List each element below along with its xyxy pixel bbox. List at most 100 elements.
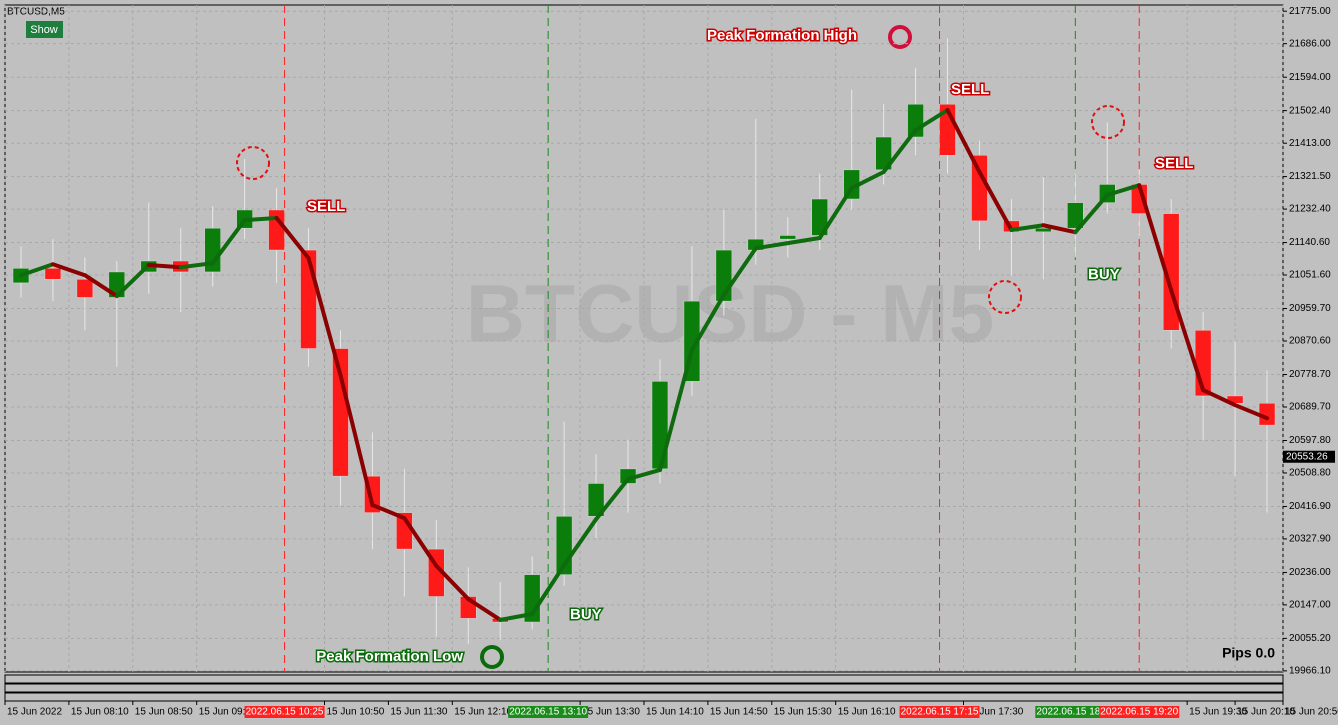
time-tag-label: 2022.06.15 13:10 xyxy=(509,707,587,718)
candle-body xyxy=(44,268,62,280)
ma-segment xyxy=(1073,192,1110,235)
ma-segment xyxy=(242,215,279,223)
ma-segment xyxy=(146,263,183,270)
pane xyxy=(4,674,1284,684)
y-tick-label: 20778.70 xyxy=(1289,369,1331,380)
ma-segment xyxy=(1137,183,1174,293)
x-tick-label: 15 Jun 12:10 xyxy=(454,707,512,718)
signal-annotation: BUY xyxy=(1088,266,1120,283)
candle-body xyxy=(1067,202,1084,229)
ma-segment xyxy=(562,517,599,568)
ma-segment xyxy=(274,215,311,261)
show-button-label[interactable]: Show xyxy=(30,24,58,36)
x-tick-label: 15 Jun 17:30 xyxy=(966,707,1024,718)
candle-body xyxy=(779,235,797,240)
ma-segment xyxy=(434,563,471,602)
ma-segment xyxy=(881,128,918,175)
y-tick-label: 21775.00 xyxy=(1289,6,1331,17)
time-tag xyxy=(1035,706,1116,718)
x-tick-label: 15 Jun 20:10 xyxy=(1237,707,1295,718)
x-tick-label: 15 Jun 09:30 xyxy=(199,707,257,718)
candle-body xyxy=(268,209,285,251)
ma-segment xyxy=(18,262,55,278)
x-tick-label: 15 Jun 11:30 xyxy=(390,707,448,718)
ma-segment xyxy=(1201,388,1238,408)
time-tag xyxy=(1099,706,1180,718)
ma-segment xyxy=(721,246,758,297)
ma-segment xyxy=(1169,288,1206,393)
y-tick-label: 20597.80 xyxy=(1289,435,1331,446)
signal-annotation: Peak Formation Low xyxy=(316,648,463,665)
peak-circles xyxy=(236,25,1125,669)
x-tick-label: 15 Jun 14:10 xyxy=(646,707,704,718)
ma-segment xyxy=(306,256,343,378)
indicator-panes xyxy=(4,674,1284,702)
y-tick-label: 21686.00 xyxy=(1289,38,1331,49)
signal-annotation: BUY xyxy=(570,606,602,623)
x-tick-label: 15 Jun 08:50 xyxy=(135,707,193,718)
price-tag xyxy=(1283,450,1335,463)
x-tick-label: 15 Jun 10:50 xyxy=(327,707,385,718)
plot xyxy=(4,5,1284,672)
ma-segment xyxy=(50,262,87,278)
ma-segment xyxy=(210,218,247,266)
ma-segment xyxy=(1233,403,1270,421)
y-tick-label: 21413.00 xyxy=(1289,138,1331,149)
plot-area xyxy=(4,4,1284,673)
x-tick-label: 15 Jun 20:50 xyxy=(1285,707,1338,718)
peak-circle xyxy=(1091,105,1125,139)
x-tick-label: 15 Jun 2022 xyxy=(7,707,62,718)
time-tag-label: 2022.06.15 17:15 xyxy=(901,707,979,718)
ma-segment xyxy=(402,516,439,568)
y-tick-label: 21232.40 xyxy=(1289,204,1331,215)
time-tag-label: 2022.06.15 19:20 xyxy=(1100,707,1178,718)
y-tick-label: 21140.60 xyxy=(1289,237,1330,248)
x-tick-label: 15 Jun 13:30 xyxy=(582,707,640,718)
ma-segment xyxy=(178,261,215,270)
ma-segment xyxy=(594,477,631,522)
ma-segment xyxy=(945,108,982,175)
y-tick-label: 20236.00 xyxy=(1289,567,1331,578)
ma-segment xyxy=(849,170,886,191)
peak-circle xyxy=(988,280,1022,314)
pane xyxy=(4,683,1284,693)
y-tick-label: 20147.00 xyxy=(1289,600,1331,611)
ma-segment xyxy=(977,170,1014,233)
y-tick-label: 20508.80 xyxy=(1289,468,1331,479)
ma-segment xyxy=(466,597,503,622)
y-tick-label: 20416.90 xyxy=(1289,501,1331,512)
x-tick-label: 15 Jun 08:10 xyxy=(71,707,129,718)
peak-icon xyxy=(480,645,504,669)
y-tick-label: 20055.20 xyxy=(1289,633,1331,644)
x-tick-label: 15 Jun 14:50 xyxy=(710,707,768,718)
symbol-label: BTCUSD,M5 xyxy=(7,7,65,18)
candle-body xyxy=(1035,227,1052,233)
show-button[interactable] xyxy=(26,21,63,38)
ma-segment xyxy=(530,563,567,617)
ma-segment xyxy=(753,241,790,251)
signal-annotation: SELL xyxy=(1155,155,1193,172)
y-tick-label: 19966.10 xyxy=(1289,666,1331,677)
candle-body xyxy=(76,278,94,298)
time-tag-label: 2022.06.15 18:40 xyxy=(1036,707,1114,718)
pips-label: Pips 0.0 xyxy=(1222,645,1275,661)
peak-circle xyxy=(236,146,270,180)
ma-segment xyxy=(498,612,535,622)
x-tick-label: 15 Jun 15:30 xyxy=(774,707,832,718)
signal-annotation: SELL xyxy=(951,81,989,98)
time-tag xyxy=(244,706,325,718)
y-tick-label: 21321.50 xyxy=(1289,171,1331,182)
y-tick-label: 21594.00 xyxy=(1289,72,1331,83)
ma-segment xyxy=(370,502,407,521)
x-tick-label: 15 Jun 19:30 xyxy=(1189,707,1247,718)
ma-segment xyxy=(657,347,694,472)
y-tick-label: 21051.60 xyxy=(1289,270,1331,281)
y-tick-label: 20327.90 xyxy=(1289,534,1331,545)
time-tag-label: 2022.06.15 10:25 xyxy=(246,707,324,718)
ma-segment xyxy=(817,186,854,241)
ma-segment xyxy=(1105,183,1142,197)
signal-annotation: Peak Formation High xyxy=(707,27,857,44)
ma-segment xyxy=(82,273,119,299)
